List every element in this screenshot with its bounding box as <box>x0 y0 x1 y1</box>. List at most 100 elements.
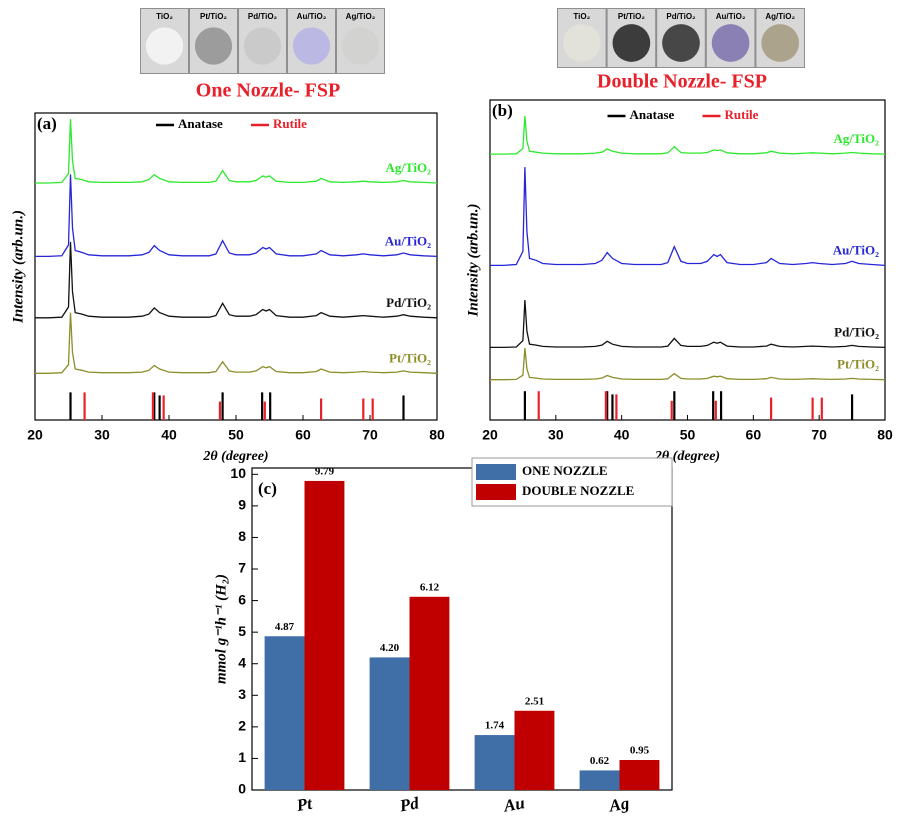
spectrum-line <box>35 241 438 319</box>
series-label: Au/TiO₂ <box>385 233 431 248</box>
sample-photo <box>711 24 750 62</box>
value-label: 4.20 <box>380 642 400 654</box>
panel-heading: One Nozzle- FSP <box>196 80 340 102</box>
value-label: 9.79 <box>315 465 335 477</box>
sample-label: Pt/TiO₂ <box>200 12 227 21</box>
x-tick-label: 60 <box>746 427 762 443</box>
bar <box>409 596 450 790</box>
spectrum-line <box>490 299 886 349</box>
x-tick-label: 40 <box>614 427 630 443</box>
sample-photo <box>194 27 233 65</box>
y-tick-label: 5 <box>238 623 246 639</box>
spectrum-line <box>35 312 438 374</box>
legend-label: DOUBLE NOZZLE <box>522 483 634 498</box>
spectrum-line <box>490 167 886 267</box>
x-tick-label: 80 <box>429 427 445 443</box>
series-label: Au/TiO₂ <box>833 242 879 257</box>
legend-label: Anatase <box>630 107 675 122</box>
series-label: Ag/TiO₂ <box>385 160 431 175</box>
sample-photo <box>145 27 184 65</box>
sample-label: Pd/TiO₂ <box>666 12 696 21</box>
sample-photo <box>562 24 601 62</box>
panel-label: (c) <box>258 479 277 498</box>
sample-label: Ag/TiO₂ <box>765 12 795 21</box>
sample-label: Ag/TiO₂ <box>346 12 376 21</box>
spectrum-line <box>490 115 886 155</box>
panel-label: (b) <box>492 101 513 120</box>
x-tick-label: 60 <box>295 427 311 443</box>
plot-frame <box>489 99 886 421</box>
sample-label: Au/TiO₂ <box>297 12 327 21</box>
y-tick-label: 7 <box>238 560 246 576</box>
bar <box>369 657 410 790</box>
sample-label: TiO₂ <box>156 12 173 21</box>
x-tick-label: Pd <box>397 793 420 815</box>
y-tick-label: 6 <box>238 591 246 607</box>
y-axis-label: Intensity (arb.un.) <box>10 210 26 324</box>
y-tick-label: 0 <box>238 781 246 797</box>
y-axis-label: Intensity (arb.un.) <box>465 204 481 318</box>
x-tick-label: 70 <box>811 427 827 443</box>
sample-photo <box>662 24 700 62</box>
legend-label: ONE NOZZLE <box>522 463 608 478</box>
value-label: 4.87 <box>275 621 295 633</box>
legend-swatch <box>476 484 516 500</box>
x-tick-label: 20 <box>27 427 43 443</box>
value-label: 0.62 <box>590 755 610 767</box>
series-label: Pd/TiO₂ <box>834 324 879 339</box>
x-tick-label: 70 <box>362 427 378 443</box>
sample-photo <box>761 24 800 62</box>
bar <box>264 636 305 790</box>
panel-label: (a) <box>37 114 57 133</box>
x-tick-label: Pt <box>294 794 314 816</box>
x-axis-label: 2θ (degree) <box>202 449 268 464</box>
y-tick-label: 1 <box>238 749 246 765</box>
bar <box>474 735 515 790</box>
sample-label: Pd/TiO₂ <box>248 12 278 21</box>
y-axis-label: mmol g⁻¹h⁻¹ (H₂) <box>213 574 229 684</box>
legend-label: Anatase <box>178 116 223 131</box>
sample-photo <box>292 27 331 65</box>
x-tick-label: Au <box>501 793 526 815</box>
x-tick-label: 50 <box>228 427 244 443</box>
value-label: 1.74 <box>485 720 505 732</box>
bar <box>579 770 620 790</box>
x-tick-label: 20 <box>482 427 498 443</box>
series-label: Ag/TiO₂ <box>833 131 879 146</box>
legend-label: Rutile <box>273 116 307 131</box>
spectrum-line <box>490 347 886 381</box>
y-tick-label: 2 <box>238 718 246 734</box>
x-tick-label: Ag <box>607 793 631 815</box>
x-tick-label: 30 <box>94 427 110 443</box>
value-label: 2.51 <box>525 695 544 707</box>
sample-label: Pt/TiO₂ <box>618 12 645 21</box>
y-tick-label: 9 <box>238 497 246 513</box>
spectrum-line <box>35 119 438 184</box>
value-label: 0.95 <box>630 745 650 757</box>
y-tick-label: 8 <box>238 528 246 544</box>
y-tick-label: 4 <box>238 654 246 670</box>
x-tick-label: 30 <box>548 427 564 443</box>
sample-photo <box>243 27 282 65</box>
bar <box>619 760 660 790</box>
x-tick-label: 40 <box>161 427 177 443</box>
plot-frame <box>34 112 438 421</box>
legend-label: Rutile <box>725 107 759 122</box>
plot-frame <box>251 467 673 791</box>
sample-photo <box>341 27 380 65</box>
spectrum-line <box>35 174 438 258</box>
series-label: Pd/TiO₂ <box>386 295 431 310</box>
series-label: Pt/TiO₂ <box>837 357 879 372</box>
y-tick-label: 3 <box>238 686 246 702</box>
bar <box>514 710 555 790</box>
y-tick-label: 10 <box>230 465 246 481</box>
legend-swatch <box>476 464 516 480</box>
series-label: Pt/TiO₂ <box>389 350 431 365</box>
x-tick-label: 50 <box>680 427 696 443</box>
sample-label: TiO₂ <box>573 12 590 21</box>
sample-label: Au/TiO₂ <box>716 12 746 21</box>
sample-photo <box>612 24 651 62</box>
panel-heading: Double Nozzle- FSP <box>597 71 767 93</box>
